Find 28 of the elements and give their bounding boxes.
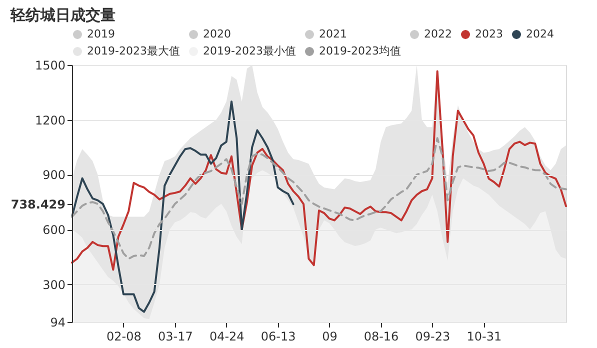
y-tick-label: 94	[50, 316, 66, 330]
y-tick-label: 300	[42, 278, 66, 292]
legend-label: 2019-2023最小值	[203, 44, 296, 58]
legend-label: 2019-2023均值	[319, 44, 401, 58]
y-tick-label: 600	[42, 223, 66, 238]
line-series	[71, 100, 294, 313]
x-tick-label: 10-31	[466, 330, 502, 344]
x-tick-label: 02-08	[106, 330, 142, 344]
legend-label: 2021	[319, 28, 347, 40]
legend-label: 2023	[475, 28, 503, 40]
legend-label: 2024	[526, 28, 554, 40]
legend-label: 2019	[87, 28, 115, 40]
legend-label: 2019-2023最大值	[87, 44, 180, 58]
x-tick-label: 09-23	[415, 330, 450, 344]
x-tick-label: 09	[322, 330, 338, 344]
line-series	[71, 70, 567, 271]
x-tick-label: 03-17	[158, 330, 193, 344]
x-tick-label: 08-16	[364, 330, 399, 344]
x-tick-label: 04-24	[209, 330, 244, 344]
y-tick-label: 900	[42, 168, 66, 182]
x-tick-label: 06-13	[260, 330, 296, 344]
y-tick-label: 1200	[34, 113, 66, 128]
y-tick-label: 738.429	[10, 198, 66, 212]
legend-label: 2022	[424, 28, 452, 40]
legend-label: 2020	[203, 28, 231, 40]
chart-title: 轻纺城日成交量	[9, 6, 116, 24]
line-series	[71, 137, 567, 260]
y-tick-label: 1500	[34, 58, 66, 72]
